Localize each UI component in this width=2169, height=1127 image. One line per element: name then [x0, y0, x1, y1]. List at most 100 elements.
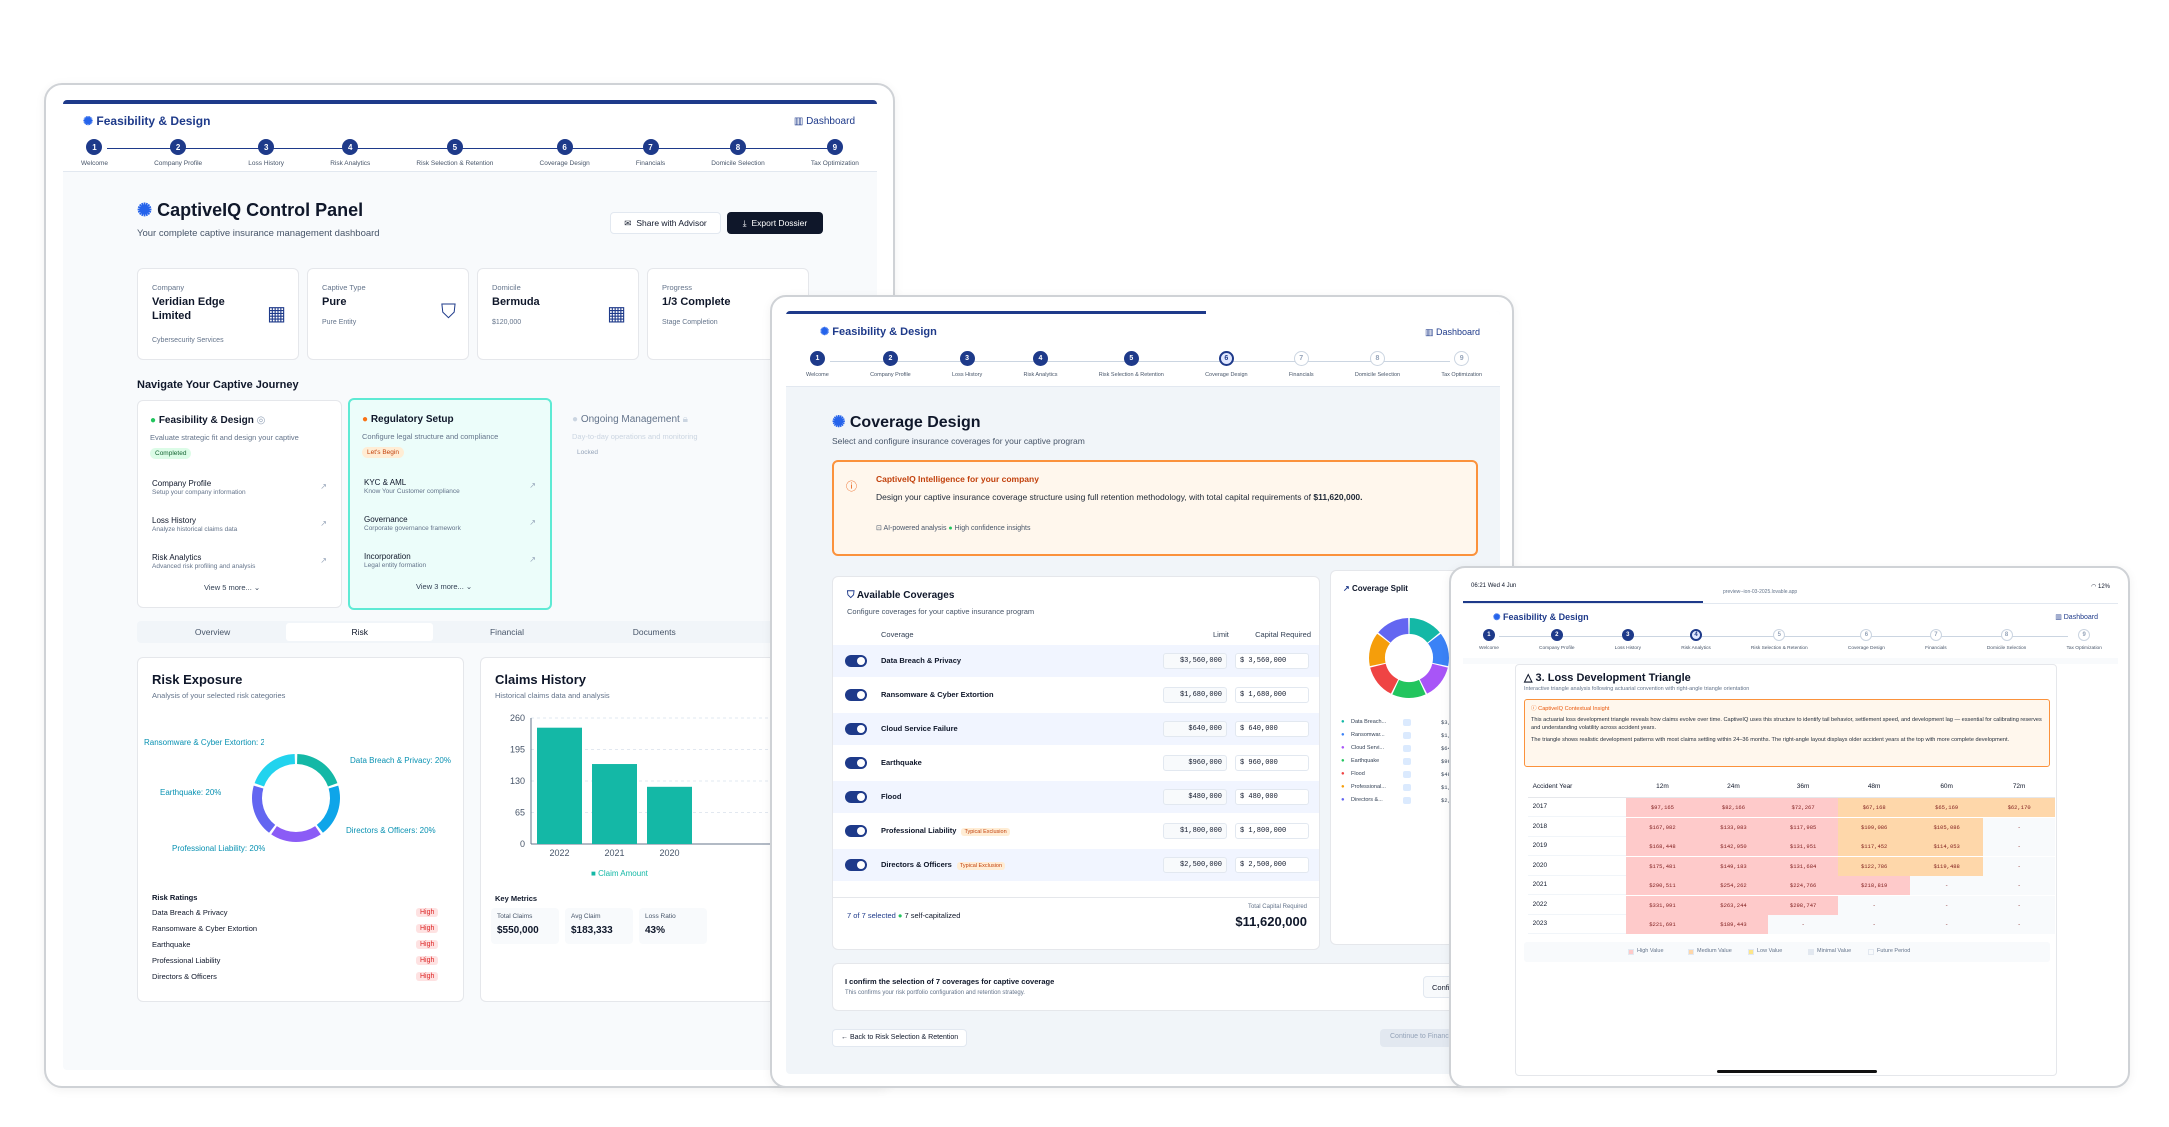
journey-card-feasibility[interactable]: ● Feasibility & Design ◎ Evaluate strate…	[137, 400, 342, 608]
triangle-cell[interactable]: $189,443	[1698, 915, 1769, 934]
triangle-cell[interactable]: $224,766	[1768, 876, 1838, 895]
triangle-cell[interactable]: $72,267	[1768, 798, 1838, 817]
triangle-cell[interactable]: $331,991	[1626, 895, 1699, 915]
triangle-cell[interactable]: $122,786	[1837, 856, 1911, 876]
triangle-cell[interactable]: $254,262	[1698, 876, 1769, 895]
step-9[interactable]: 9 Tax Optimization	[2066, 629, 2102, 651]
external-link-icon[interactable]: ↗	[320, 519, 327, 528]
coverage-toggle[interactable]	[845, 757, 867, 769]
step-8[interactable]: 8 Domicile Selection	[711, 139, 765, 167]
triangle-cell[interactable]: -	[1910, 895, 1983, 915]
triangle-cell[interactable]: $131,684	[1768, 856, 1838, 876]
external-link-icon[interactable]: ↗	[529, 518, 536, 527]
coverage-row[interactable]: Earthquake $960,000 $ 960,000	[833, 747, 1319, 779]
journey-item-title[interactable]: Company Profile	[152, 479, 212, 488]
step-5[interactable]: 5 Risk Selection & Retention	[416, 139, 493, 167]
triangle-cell[interactable]: $109,086	[1837, 817, 1911, 837]
journey-card-regulatory[interactable]: ● Regulatory Setup Configure legal struc…	[348, 398, 552, 610]
capital-input[interactable]: $ 2,500,000	[1235, 857, 1309, 873]
capital-input[interactable]: $ 640,000	[1235, 721, 1309, 737]
step-3[interactable]: 3 Loss History	[952, 351, 982, 378]
triangle-cell[interactable]: $65,169	[1910, 798, 1983, 817]
view-more-link[interactable]: View 5 more... ⌄	[204, 583, 261, 592]
triangle-cell[interactable]: $62,170	[1982, 798, 2056, 817]
share-button[interactable]: ✉ Share with Advisor	[610, 212, 721, 234]
triangle-cell[interactable]: $263,244	[1698, 895, 1769, 915]
journey-item-title[interactable]: Risk Analytics	[152, 553, 202, 562]
triangle-cell[interactable]: -	[1982, 915, 2056, 934]
journey-item-title[interactable]: Loss History	[152, 516, 197, 525]
capital-input[interactable]: $ 3,560,000	[1235, 653, 1309, 669]
external-link-icon[interactable]: ↗	[529, 555, 536, 564]
coverage-toggle[interactable]	[845, 689, 867, 701]
step-2[interactable]: 2 Company Profile	[154, 139, 202, 167]
capital-input[interactable]: $ 1,680,000	[1235, 687, 1309, 703]
triangle-cell[interactable]: $119,488	[1910, 856, 1983, 876]
coverage-row[interactable]: Data Breach & Privacy $3,560,000 $ 3,560,0…	[833, 645, 1319, 677]
step-6[interactable]: 6 Coverage Design	[1205, 351, 1248, 378]
step-6[interactable]: 6 Coverage Design	[1848, 629, 1885, 651]
capital-input[interactable]: $ 480,000	[1235, 789, 1309, 805]
step-5[interactable]: 5 Risk Selection & Retention	[1751, 629, 1808, 651]
step-4[interactable]: 4 Risk Analytics	[330, 139, 370, 167]
triangle-cell[interactable]: $117,985	[1768, 817, 1838, 837]
coverage-toggle[interactable]	[845, 859, 867, 871]
triangle-cell[interactable]: -	[1837, 895, 1911, 915]
external-link-icon[interactable]: ↗	[320, 556, 327, 565]
journey-item-title[interactable]: KYC & AML	[364, 478, 407, 487]
step-1[interactable]: 1 Welcome	[81, 139, 108, 167]
lets-begin-badge[interactable]: Let's Begin	[362, 447, 404, 458]
journey-item-title[interactable]: Incorporation	[364, 552, 411, 561]
coverage-row[interactable]: Directors & Officers Typical Exclusion $2,…	[833, 849, 1319, 881]
coverage-row[interactable]: Cloud Service Failure $640,000 $ 640,000	[833, 713, 1319, 745]
step-1[interactable]: 1 Welcome	[1479, 629, 1499, 651]
coverage-toggle[interactable]	[845, 655, 867, 667]
triangle-cell[interactable]: -	[1982, 837, 2056, 856]
bar[interactable]	[592, 764, 637, 844]
triangle-cell[interactable]: -	[1837, 915, 1911, 934]
step-7[interactable]: 7 Financials	[1289, 351, 1314, 378]
step-3[interactable]: 3 Loss History	[1615, 629, 1641, 651]
step-3[interactable]: 3 Loss History	[248, 139, 284, 167]
step-1[interactable]: 1 Welcome	[806, 351, 829, 378]
triangle-cell[interactable]: $105,086	[1910, 817, 1983, 837]
coverage-toggle[interactable]	[845, 723, 867, 735]
triangle-cell[interactable]: $82,166	[1698, 798, 1769, 817]
dashboard-link[interactable]: ▥ Dashboard	[2055, 614, 2098, 621]
triangle-cell[interactable]: -	[1982, 817, 2056, 837]
triangle-cell[interactable]: $117,452	[1837, 837, 1911, 856]
tab-financial[interactable]: Financial	[489, 627, 525, 637]
triangle-cell[interactable]: -	[1910, 876, 1983, 895]
step-8[interactable]: 8 Domicile Selection	[1355, 351, 1400, 378]
triangle-cell[interactable]: $67,168	[1837, 798, 1911, 817]
coverage-row[interactable]: Professional Liability Typical Exclusion $…	[833, 815, 1319, 847]
back-button[interactable]: ← Back to Risk Selection & Retention	[832, 1029, 968, 1047]
triangle-cell[interactable]: $149,183	[1698, 856, 1769, 876]
triangle-cell[interactable]: -	[1982, 895, 2056, 915]
triangle-cell[interactable]: $218,819	[1837, 876, 1911, 895]
external-link-icon[interactable]: ↗	[320, 482, 327, 491]
triangle-cell[interactable]: $114,053	[1910, 837, 1983, 856]
triangle-cell[interactable]: $175,481	[1626, 856, 1699, 876]
triangle-cell[interactable]: $168,448	[1626, 837, 1699, 856]
step-5[interactable]: 5 Risk Selection & Retention	[1099, 351, 1164, 378]
triangle-cell[interactable]: $142,950	[1698, 837, 1769, 856]
tab-documents[interactable]: Documents	[632, 627, 676, 637]
triangle-cell[interactable]: $290,511	[1626, 876, 1699, 895]
coverage-toggle[interactable]	[845, 825, 867, 837]
brand[interactable]: ✺ Feasibility & Design	[83, 114, 211, 128]
step-2[interactable]: 2 Company Profile	[1539, 629, 1575, 651]
bar[interactable]	[537, 727, 582, 844]
triangle-cell[interactable]: $167,082	[1626, 817, 1699, 837]
step-7[interactable]: 7 Financials	[1925, 629, 1947, 651]
step-9[interactable]: 9 Tax Optimization	[1441, 351, 1482, 378]
coverage-row[interactable]: Flood $480,000 $ 480,000	[833, 781, 1319, 813]
step-2[interactable]: 2 Company Profile	[870, 351, 911, 378]
triangle-cell[interactable]: $221,691	[1626, 915, 1699, 934]
tab-overview[interactable]: Overview	[194, 627, 231, 637]
dashboard-link[interactable]: ▥ Dashboard	[793, 116, 855, 127]
triangle-cell[interactable]: -	[1982, 856, 2056, 876]
capital-input[interactable]: $ 1,800,000	[1235, 823, 1309, 839]
step-9[interactable]: 9 Tax Optimization	[811, 139, 859, 167]
coverage-toggle[interactable]	[845, 791, 867, 803]
